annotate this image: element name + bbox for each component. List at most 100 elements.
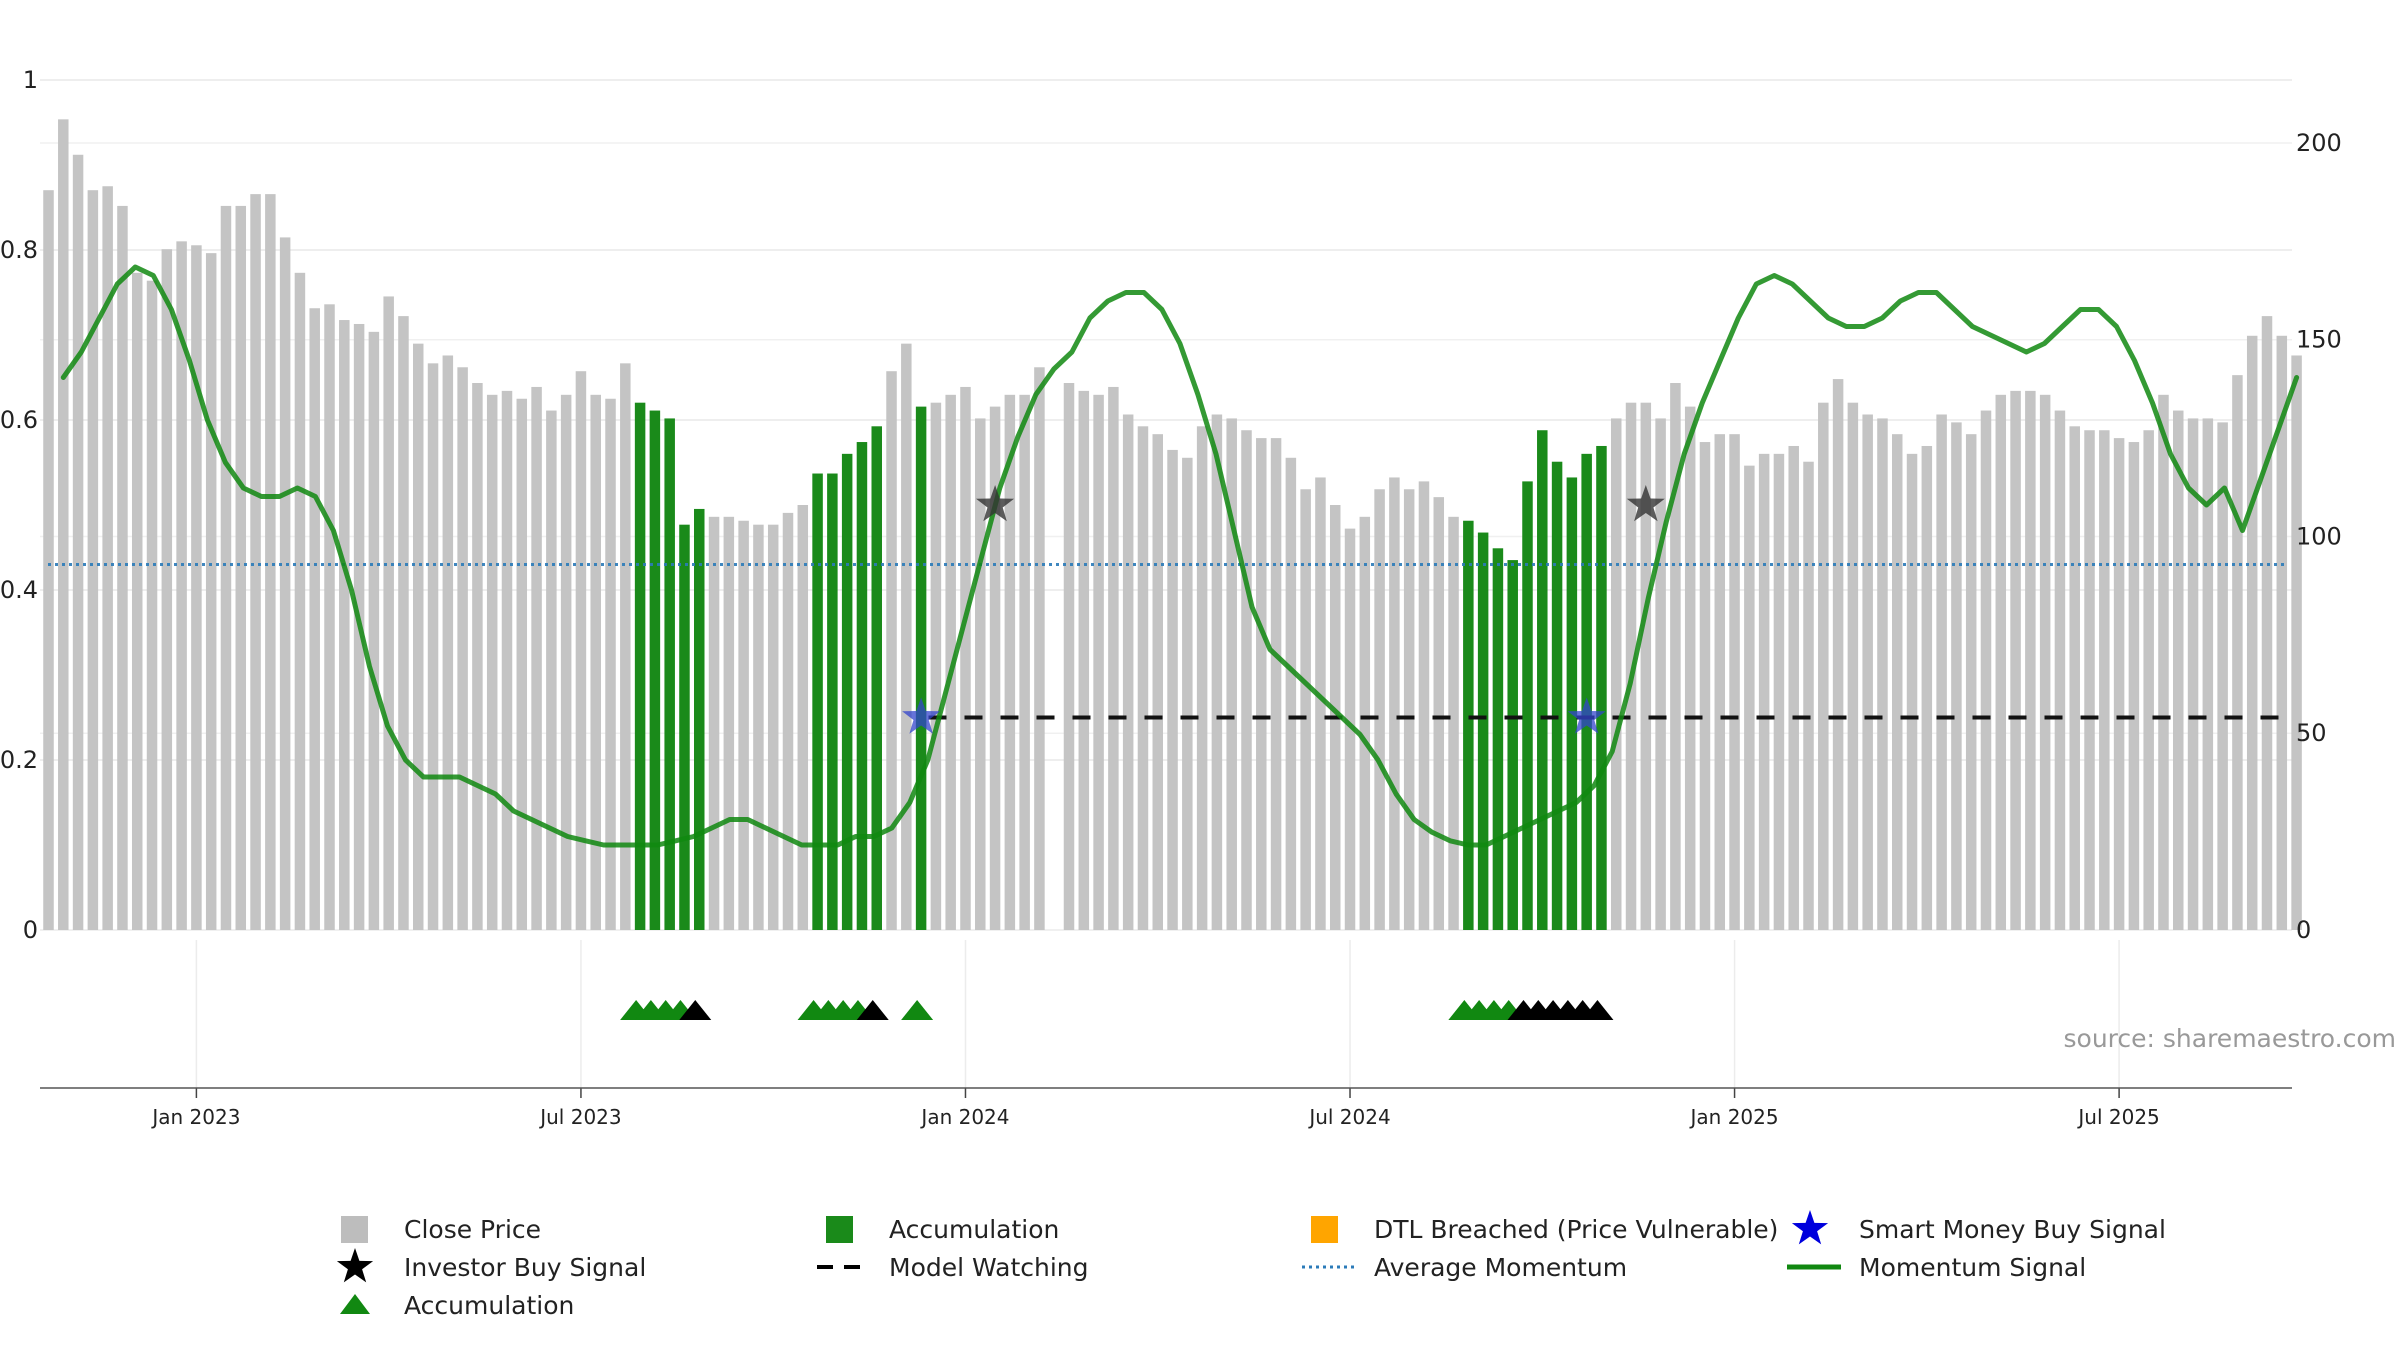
- close-price-bar: [1241, 430, 1252, 930]
- close-price-bar: [2099, 430, 2110, 930]
- close-price-bar: [1758, 453, 1770, 930]
- close-price-bar: [1256, 438, 1267, 930]
- close-price-bar: [723, 516, 735, 930]
- legend-symbol-dotted: [1302, 1265, 1356, 1269]
- close-price-bar: [1211, 414, 1223, 931]
- legend-symbol-star: [1791, 1210, 1829, 1245]
- close-price-bar: [1019, 394, 1030, 930]
- close-price-bar: [1655, 418, 1666, 930]
- close-price-bar: [516, 398, 528, 930]
- close-price-bar: [2173, 410, 2184, 930]
- right-tick-label: 100: [2296, 522, 2342, 550]
- accumulation-bar: [1507, 560, 1518, 930]
- close-price-bar: [1818, 402, 1829, 930]
- close-price-bar: [2054, 410, 2066, 930]
- close-price-bar: [265, 194, 276, 931]
- legend-item: Smart Money Buy Signal: [1785, 1210, 2166, 1248]
- close-price-bar: [2187, 418, 2199, 930]
- close-price-bar: [486, 394, 498, 930]
- close-price-bar: [1344, 528, 1356, 930]
- close-price-bar: [427, 363, 439, 930]
- close-price-bar: [1877, 418, 1888, 930]
- close-price-bar: [575, 371, 587, 930]
- legend-label: Model Watching: [889, 1252, 1089, 1282]
- close-price-bar: [1640, 402, 1652, 930]
- legend-label: Smart Money Buy Signal: [1859, 1214, 2166, 1244]
- close-price-bar: [1714, 434, 1726, 930]
- close-price-bar: [708, 516, 720, 930]
- investor-buy-star: [1626, 485, 1665, 522]
- close-price-bar: [205, 253, 217, 931]
- close-price-bar: [131, 272, 143, 930]
- close-price-bar: [1122, 414, 1134, 931]
- close-price-bar: [620, 363, 631, 930]
- legend-symbol-star: [336, 1248, 374, 1283]
- smart-money-buy-star: [1567, 697, 1606, 734]
- close-price-bar: [901, 343, 912, 930]
- left-tick-label: 0.6: [0, 406, 38, 434]
- legend-star: [336, 1248, 374, 1283]
- close-price-bar: [191, 245, 202, 930]
- close-price-bar: [1862, 414, 1873, 931]
- close-price-bar: [1078, 390, 1090, 930]
- close-price-bar: [531, 386, 542, 930]
- accumulation-bar: [1477, 532, 1489, 930]
- close-price-bar: [1359, 516, 1371, 930]
- momentum-signal-line: [60, 264, 2300, 848]
- close-price-bar: [2039, 394, 2051, 930]
- close-price-bar: [2010, 390, 2021, 930]
- close-price-bar: [413, 343, 424, 930]
- close-price-bar: [1670, 383, 1681, 930]
- close-price-bar: [1847, 402, 1859, 930]
- close-price-bar: [1610, 418, 1622, 930]
- close-price-bar: [605, 398, 616, 930]
- accumulation-bar: [1596, 445, 1607, 930]
- close-price-bar: [1196, 426, 1208, 930]
- close-price-bar: [1315, 477, 1326, 930]
- accumulation-bar: [841, 453, 853, 930]
- close-price-bar: [886, 371, 897, 930]
- x-tick-label: Jan 2024: [919, 1105, 1009, 1129]
- close-price-bar: [472, 383, 483, 930]
- close-price-bar: [2217, 422, 2228, 930]
- legend-label: Accumulation: [889, 1214, 1060, 1244]
- legend-item: Accumulation: [330, 1286, 574, 1324]
- momentum-signal-line: [60, 264, 2300, 848]
- x-tick-label: Jan 2023: [150, 1105, 240, 1129]
- accumulation-bar: [694, 508, 705, 930]
- close-price-bar: [87, 190, 99, 930]
- left-tick-label: 0: [23, 916, 38, 944]
- legend-star: [1791, 1210, 1829, 1245]
- close-price-bar: [1418, 481, 1430, 930]
- accumulation-bar: [856, 442, 868, 930]
- close-price-bar: [2158, 394, 2169, 930]
- legend-triangle: [340, 1294, 370, 1314]
- close-price-bar: [72, 154, 84, 930]
- close-price-bar: [1226, 418, 1237, 930]
- close-price-bar: [1995, 394, 2007, 930]
- close-price-bar: [1403, 489, 1415, 930]
- close-price-bar: [220, 205, 232, 931]
- close-price-bar: [975, 418, 986, 930]
- accumulation-bar: [1581, 453, 1592, 930]
- close-price-bar: [2069, 426, 2080, 930]
- close-price-bar: [1684, 406, 1696, 930]
- close-price-bar: [1374, 489, 1385, 930]
- close-price-bar: [1034, 367, 1045, 930]
- close-price-bar: [117, 205, 128, 931]
- close-price-bar: [590, 394, 601, 930]
- legend-label: DTL Breached (Price Vulnerable): [1374, 1214, 1779, 1244]
- close-price-bar: [1389, 477, 1400, 930]
- close-price-bar: [1108, 386, 1119, 930]
- accumulation-bar: [1551, 461, 1563, 930]
- left-tick-label: 0.8: [0, 236, 38, 264]
- close-price-bar: [945, 394, 956, 930]
- smart-money-buy-star: [902, 697, 941, 734]
- legend-symbol-dash: [817, 1265, 871, 1269]
- x-tick-label: Jul 2024: [1307, 1105, 1390, 1129]
- close-price-bar: [1906, 453, 1918, 930]
- close-price-bar: [2084, 430, 2095, 930]
- accumulation-bar: [634, 402, 646, 930]
- tick-labels: 0 0.2 0.4 0.6 0.8 1 0 50 100 150 200 Jan 2023 Jul 20…: [0, 66, 2342, 1129]
- accumulation-bar: [1522, 481, 1533, 930]
